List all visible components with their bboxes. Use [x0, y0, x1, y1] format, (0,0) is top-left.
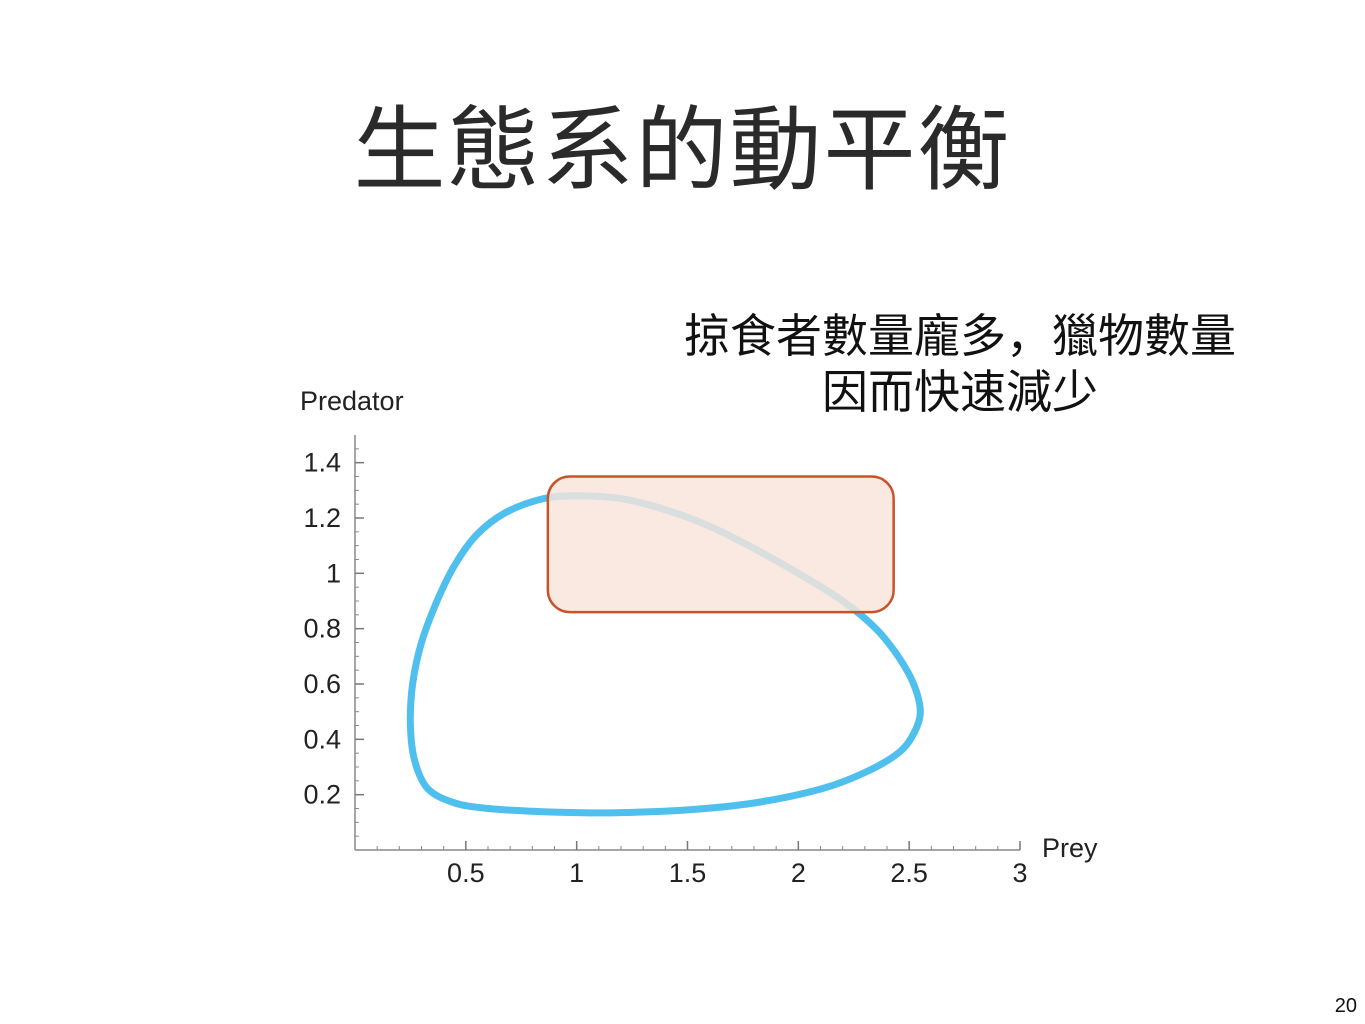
highlight-layer: [546, 475, 895, 614]
y-tick-label: 0.4: [303, 724, 341, 754]
y-tick-label: 1: [326, 558, 341, 588]
x-tick-label: 1.5: [669, 858, 707, 888]
y-axis-title: Predator: [300, 386, 404, 416]
page-number: 20: [1334, 995, 1357, 1017]
slide-title: 生態系的動平衡: [353, 97, 1012, 204]
x-tick-label: 2.5: [890, 858, 928, 888]
x-axis-title: Prey: [1042, 833, 1098, 863]
x-tick-label: 3: [1012, 858, 1027, 888]
y-tick-label: 0.2: [303, 780, 341, 810]
y-tick-label: 1.4: [303, 448, 341, 478]
highlight-box: [546, 475, 895, 614]
x-tick-label: 1: [569, 858, 584, 888]
y-tick-label: 0.6: [303, 669, 341, 699]
y-tick-label: 0.8: [303, 614, 341, 644]
axes: 0.5 1 1.5 2 2.5 3 0.2 0.4 0.6 0.8 1 1.2 1.4: [303, 435, 1028, 888]
x-tick-label: 2: [791, 858, 806, 888]
caption: 掠食者數量龐多，獵物數量 因而快速減少: [640, 308, 1280, 420]
x-tick-label: 0.5: [447, 858, 485, 888]
y-tick-label: 1.2: [303, 503, 341, 533]
caption-line-1: 掠食者數量龐多，獵物數量: [684, 309, 1236, 363]
caption-line-2: 因而快速減少: [822, 365, 1098, 420]
